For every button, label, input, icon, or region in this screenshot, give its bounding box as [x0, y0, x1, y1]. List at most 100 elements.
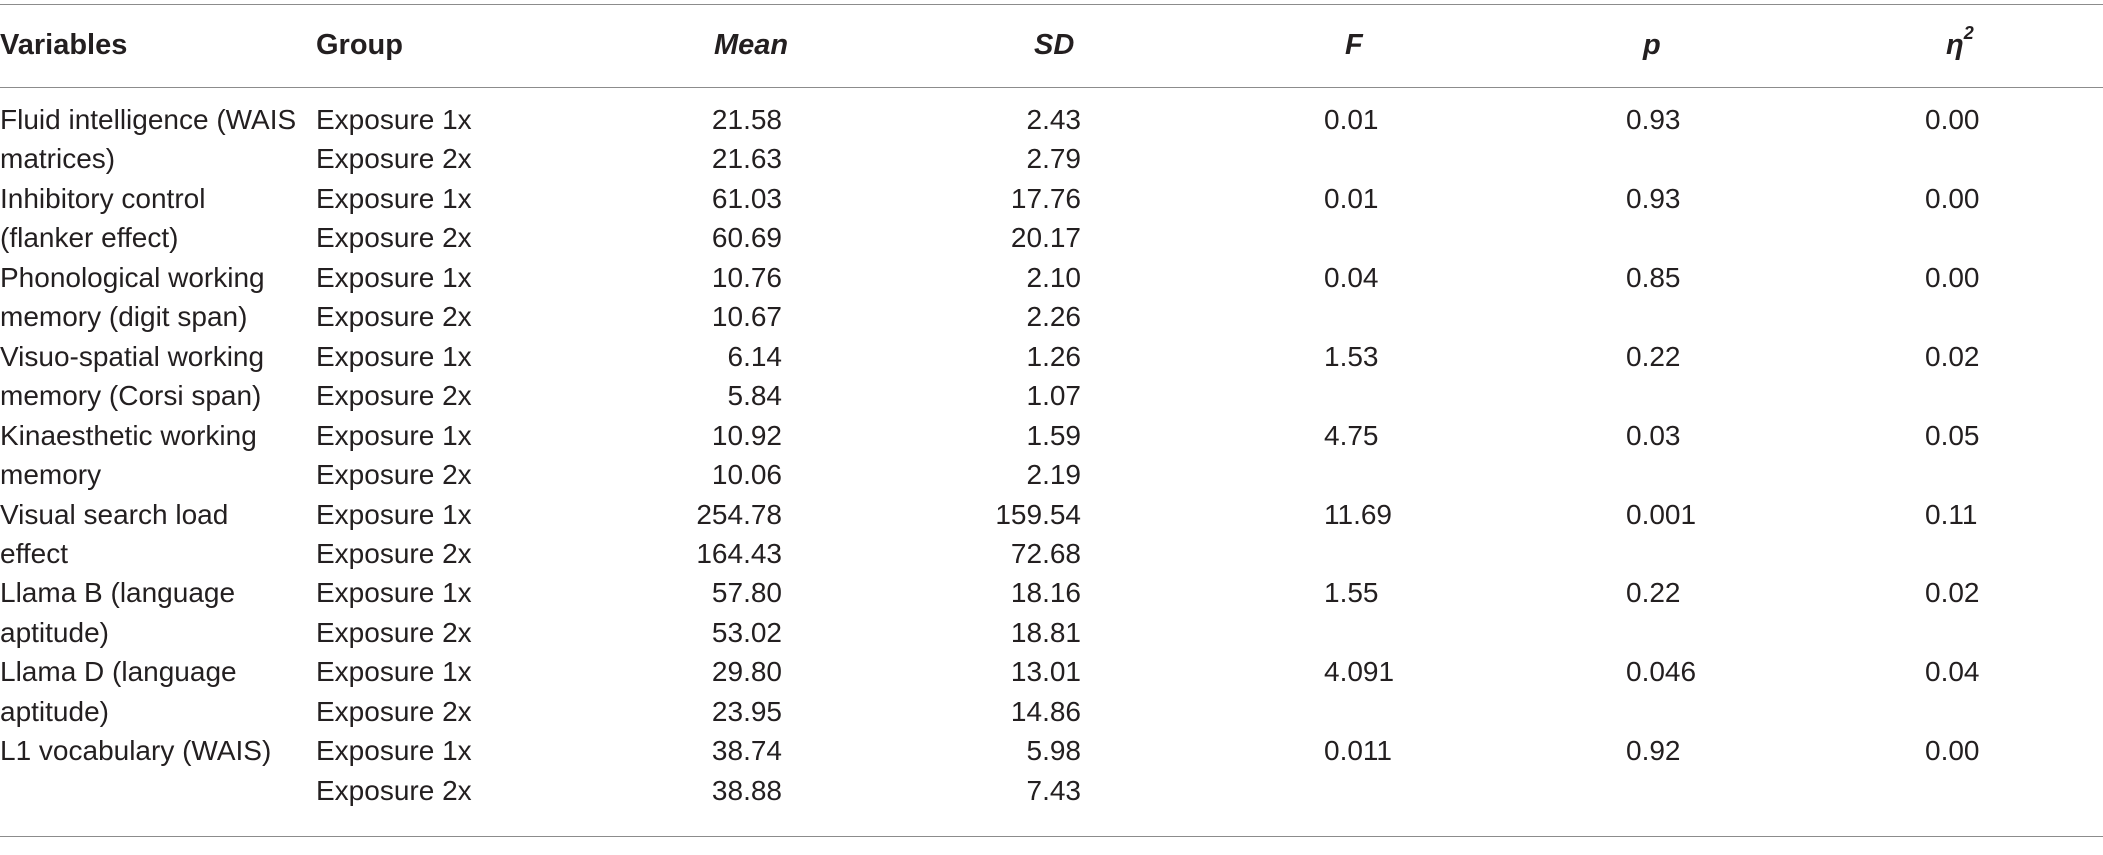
table-row: Visuo-spatial working Exposure 1x 6.14 1.26… [0, 340, 2103, 383]
header-rule [0, 87, 2103, 88]
bottom-rule [0, 836, 2103, 837]
cell-f: 0.04 [1324, 261, 1379, 293]
table-body: Fluid intelligence (WAIS Exposure 1x 21.58… [0, 88, 2103, 846]
cell-group: Exposure 2x [316, 774, 472, 806]
cell-variable: memory (digit span) [0, 301, 248, 333]
cell-p: 0.03 [1626, 419, 1681, 451]
cell-sd: 1.07 [1026, 380, 1082, 412]
cell-eta-squared: 0.00 [1925, 104, 1980, 135]
cell-variable: Llama D (language [0, 656, 237, 688]
cell-variable: Phonological working [0, 261, 265, 293]
table-row: Phonological working Exposure 1x 10.76 2.10… [0, 261, 2103, 304]
cell-f: 0.01 [1324, 104, 1379, 135]
cell-group: Exposure 1x [316, 104, 472, 135]
cell-group: Exposure 2x [316, 380, 472, 412]
cell-mean: 21.58 [711, 104, 782, 135]
cell-sd: 2.43 [1026, 104, 1082, 135]
table-row: Inhibitory control Exposure 1x 61.03 17.76 0… [0, 182, 2103, 225]
table-row: L1 vocabulary (WAIS) Exposure 1x 38.74 5.98… [0, 737, 2103, 777]
cell-group: Exposure 2x [316, 301, 472, 333]
cell-mean: 10.76 [711, 261, 782, 293]
cell-eta-squared: 0.02 [1925, 340, 1980, 372]
cell-sd: 17.76 [1010, 182, 1081, 214]
cell-sd: 13.01 [1010, 656, 1081, 688]
cell-p: 0.93 [1626, 104, 1681, 135]
cell-f: 0.01 [1324, 182, 1379, 214]
cell-group: Exposure 2x [316, 537, 472, 569]
cell-variable: effect [0, 537, 68, 569]
cell-group: Exposure 2x [316, 616, 472, 648]
cell-sd: 2.19 [1026, 459, 1082, 491]
cell-p: 0.001 [1626, 498, 1697, 530]
header-p: p [1643, 29, 1661, 61]
cell-mean: 60.69 [711, 222, 782, 254]
table-row: Kinaesthetic working Exposure 1x 10.92 1.59… [0, 419, 2103, 462]
cell-eta-squared: 0.00 [1925, 735, 1980, 767]
cell-variable: Visual search load [0, 498, 229, 530]
cell-variable: memory (Corsi span) [0, 380, 262, 412]
cell-mean: 10.67 [711, 301, 782, 333]
cell-eta-squared: 0.02 [1925, 577, 1980, 609]
cell-mean: 38.88 [711, 774, 782, 806]
cell-group: Exposure 1x [316, 735, 472, 767]
cell-eta-squared: 0.11 [1925, 498, 1978, 530]
table-row: aptitude) Exposure 2x 23.95 14.86 [0, 695, 2103, 738]
header-variables: Variables [0, 29, 128, 61]
header-eta-superscript: 2 [1963, 23, 1974, 44]
cell-sd: 20.17 [1010, 222, 1081, 254]
table-row: matrices) Exposure 2x 21.63 2.79 [0, 145, 2103, 185]
cell-p: 0.22 [1626, 340, 1681, 372]
cell-group: Exposure 1x [316, 182, 472, 214]
cell-eta-squared: 0.00 [1925, 182, 1980, 214]
cell-sd: 5.98 [1026, 735, 1082, 767]
table-row: Exposure 2x 38.88 7.43 [0, 774, 2103, 817]
cell-group: Exposure 2x [316, 143, 472, 175]
cell-f: 1.53 [1324, 340, 1379, 372]
table-row: aptitude) Exposure 2x 53.02 18.81 [0, 616, 2103, 659]
cell-mean: 61.03 [711, 182, 782, 214]
table-row: memory Exposure 2x 10.06 2.19 [0, 461, 2103, 501]
cell-group: Exposure 2x [316, 459, 472, 491]
table-row: Llama D (language Exposure 1x 29.80 13.01 4.… [0, 658, 2103, 698]
cell-p: 0.93 [1626, 182, 1681, 214]
cell-p: 0.85 [1626, 261, 1681, 293]
cell-f: 1.55 [1324, 577, 1379, 609]
cell-group: Exposure 2x [316, 695, 472, 727]
table-header: Variables Group Mean SD F p η2 [0, 5, 2103, 87]
cell-variable: Inhibitory control [0, 182, 206, 214]
header-eta-base: η [1946, 29, 1964, 61]
cell-sd: 2.26 [1026, 301, 1082, 333]
header-mean: Mean [714, 29, 789, 61]
cell-sd: 7.43 [1026, 774, 1082, 806]
cell-variable: aptitude) [0, 695, 109, 727]
data-table: Variables Group Mean SD F p η2 Fluid int… [0, 4, 2103, 846]
cell-group: Exposure 2x [316, 222, 472, 254]
cell-sd: 18.81 [1010, 616, 1081, 648]
cell-mean: 53.02 [711, 616, 782, 648]
cell-variable: Visuo-spatial working [0, 340, 265, 372]
table-row: Visual search load Exposure 1x 254.78 159.5… [0, 498, 2103, 541]
table-row: Fluid intelligence (WAIS Exposure 1x 21.58… [0, 106, 2103, 146]
table-row: Llama B (language Exposure 1x 57.80 18.16 1.… [0, 579, 2103, 619]
cell-mean: 10.92 [711, 419, 782, 451]
cell-group: Exposure 1x [316, 419, 472, 451]
cell-sd: 159.54 [995, 498, 1081, 530]
cell-p: 0.046 [1626, 656, 1697, 688]
cell-p: 0.92 [1626, 735, 1681, 767]
cell-variable: Kinaesthetic working [0, 419, 257, 451]
header-group: Group [316, 29, 403, 61]
cell-mean: 254.78 [696, 498, 782, 530]
cell-mean: 5.84 [727, 380, 783, 412]
cell-f: 11.69 [1324, 498, 1392, 530]
cell-p: 0.22 [1626, 577, 1681, 609]
table-row: memory (Corsi span) Exposure 2x 5.84 1.07 [0, 382, 2103, 422]
cell-sd: 14.86 [1010, 695, 1081, 727]
cell-sd: 2.79 [1026, 143, 1082, 175]
cell-mean: 38.74 [711, 735, 782, 767]
table-row: (flanker effect) Exposure 2x 60.69 20.17 [0, 224, 2103, 264]
cell-variable: Llama B (language [0, 577, 236, 609]
cell-variable: memory [0, 459, 102, 491]
table-row: effect Exposure 2x 164.43 72.68 [0, 537, 2103, 580]
cell-sd: 72.68 [1010, 537, 1081, 569]
cell-sd: 1.26 [1026, 340, 1082, 372]
